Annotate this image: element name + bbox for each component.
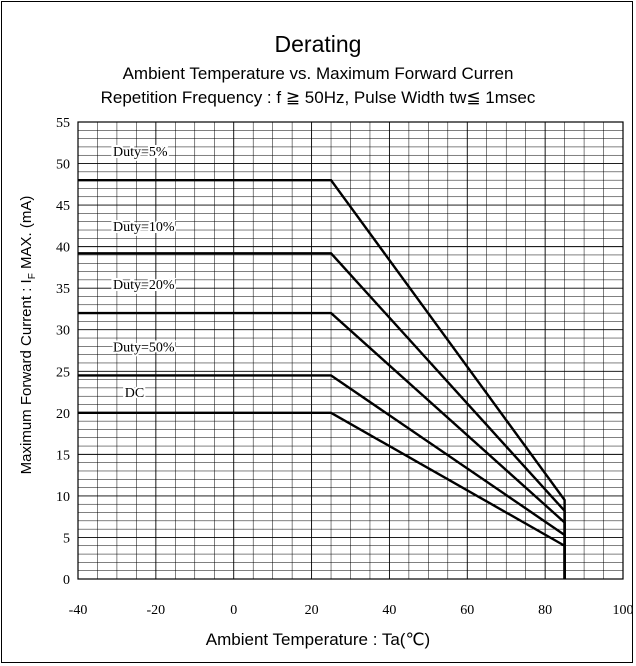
series-labels: Duty=5% Duty=10% Duty=20% Duty=50% DC: [111, 143, 177, 403]
chart-title: Derating: [275, 31, 362, 57]
y-axis-ticks: 0 5 10 15 20 25 30 35 40 45 50 55: [56, 116, 70, 588]
plot-area: [77, 121, 624, 580]
minor-gridlines: [78, 122, 623, 579]
x-axis-ticks: -40 -20 0 20 40 60 80 100: [69, 603, 634, 618]
y-tick-label: 20: [56, 407, 70, 422]
series-label: Duty=20%: [113, 278, 175, 293]
series-label: DC: [125, 386, 144, 401]
chart-subtitle-conditions: Repetition Frequency : f ≧ 50Hz, Pulse W…: [101, 88, 536, 107]
x-tick-label: 60: [460, 603, 474, 618]
x-axis-label: Ambient Temperature : Ta(℃): [206, 630, 430, 649]
x-tick-label: 0: [230, 603, 237, 618]
y-tick-label: 15: [56, 448, 70, 463]
x-tick-label: 20: [305, 603, 319, 618]
x-tick-label: 100: [613, 603, 634, 618]
y-axis-label-main: Maximum Forward Current : I: [18, 279, 35, 474]
x-tick-label: -40: [69, 603, 88, 618]
x-tick-label: -20: [147, 603, 166, 618]
y-tick-label: 0: [63, 573, 70, 588]
y-tick-label: 50: [56, 158, 70, 173]
series-line: [78, 411, 566, 579]
y-tick-label: 30: [56, 324, 70, 339]
y-tick-label: 45: [56, 199, 70, 214]
y-tick-label: 55: [56, 116, 70, 131]
chart-subtitle: Ambient Temperature vs. Maximum Forward …: [123, 64, 514, 83]
series-line: [78, 374, 566, 579]
series-lines: [78, 178, 566, 579]
series-label: Duty=50%: [113, 340, 175, 355]
y-axis-label-subscript: F: [27, 273, 38, 279]
y-tick-label: 40: [56, 241, 70, 256]
series-label: Duty=5%: [113, 145, 168, 160]
y-tick-label: 25: [56, 365, 70, 380]
x-tick-label: 80: [538, 603, 552, 618]
series-line: [78, 252, 566, 579]
x-tick-label: 40: [382, 603, 396, 618]
y-tick-label: 35: [56, 282, 70, 297]
y-tick-label: 5: [63, 531, 70, 546]
y-axis-label-unit: MAX. (mA): [18, 196, 35, 274]
y-tick-label: 10: [56, 490, 70, 505]
series-label: Duty=10%: [113, 220, 175, 235]
y-axis-label: Maximum Forward Current : IF MAX. (mA): [18, 196, 38, 475]
